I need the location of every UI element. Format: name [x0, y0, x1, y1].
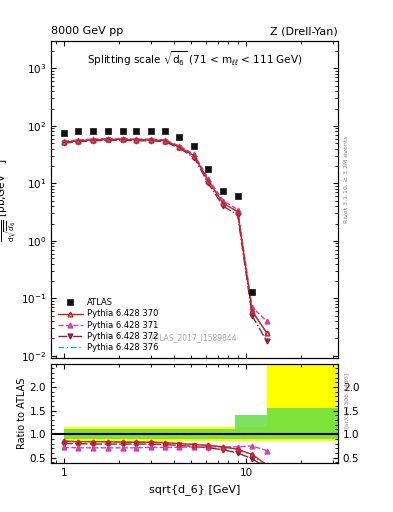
Pythia 6.428 372: [206, 180, 211, 186]
Pythia 6.428 376: [120, 136, 125, 142]
Pythia 6.428 371: [106, 136, 110, 142]
Pythia 6.428 371: [134, 136, 139, 142]
ATLAS: [120, 127, 125, 134]
Pythia 6.428 371: [192, 151, 196, 157]
Pythia 6.428 376: [264, 330, 269, 336]
Pythia 6.428 370: [62, 139, 66, 145]
Pythia 6.428 372: [106, 137, 110, 143]
Pythia 6.428 376: [91, 137, 95, 143]
Pythia 6.428 376: [177, 144, 182, 150]
Text: Splitting scale $\sqrt{\mathrm{d}_6}$ (71 < m$_{\ell\ell}$ < 111 GeV): Splitting scale $\sqrt{\mathrm{d}_6}$ (7…: [87, 49, 302, 68]
Pythia 6.428 372: [76, 139, 81, 145]
Pythia 6.428 371: [163, 137, 167, 143]
Pythia 6.428 372: [149, 138, 153, 144]
Text: [arXiv:1306.3436]: [arXiv:1306.3436]: [344, 371, 349, 428]
Pythia 6.428 376: [149, 137, 153, 143]
ATLAS: [163, 129, 167, 135]
Y-axis label: Ratio to ATLAS: Ratio to ATLAS: [17, 378, 27, 449]
Pythia 6.428 370: [206, 178, 211, 184]
ATLAS: [91, 127, 95, 134]
Pythia 6.428 370: [91, 137, 95, 143]
ATLAS: [177, 134, 182, 140]
Pythia 6.428 371: [62, 138, 66, 144]
Pythia 6.428 376: [163, 138, 167, 144]
Pythia 6.428 370: [76, 138, 81, 144]
Pythia 6.428 370: [250, 308, 254, 314]
Pythia 6.428 372: [192, 155, 196, 161]
Text: ATLAS_2017_I1589844: ATLAS_2017_I1589844: [151, 333, 238, 343]
Line: Pythia 6.428 371: Pythia 6.428 371: [62, 136, 269, 324]
Pythia 6.428 376: [192, 153, 196, 159]
Pythia 6.428 376: [76, 138, 81, 144]
ATLAS: [149, 127, 153, 134]
Pythia 6.428 371: [120, 136, 125, 142]
Pythia 6.428 376: [62, 139, 66, 145]
Line: ATLAS: ATLAS: [61, 127, 255, 295]
Pythia 6.428 371: [250, 304, 254, 310]
ATLAS: [76, 129, 81, 135]
Pythia 6.428 370: [235, 209, 240, 215]
Pythia 6.428 372: [177, 145, 182, 151]
Pythia 6.428 371: [177, 143, 182, 149]
Pythia 6.428 371: [235, 206, 240, 212]
Text: Rivet 3.1.10, ≥ 3.2M events: Rivet 3.1.10, ≥ 3.2M events: [344, 135, 349, 223]
Pythia 6.428 371: [91, 136, 95, 142]
Line: Pythia 6.428 372: Pythia 6.428 372: [62, 138, 269, 344]
Pythia 6.428 370: [192, 153, 196, 159]
Pythia 6.428 370: [120, 136, 125, 142]
Line: Pythia 6.428 370: Pythia 6.428 370: [62, 137, 269, 335]
Pythia 6.428 376: [134, 137, 139, 143]
Pythia 6.428 376: [221, 200, 226, 206]
Pythia 6.428 370: [163, 138, 167, 144]
Pythia 6.428 372: [221, 203, 226, 209]
X-axis label: sqrt{d_6} [GeV]: sqrt{d_6} [GeV]: [149, 484, 240, 495]
Pythia 6.428 372: [264, 338, 269, 344]
Pythia 6.428 372: [134, 138, 139, 144]
Pythia 6.428 370: [264, 330, 269, 336]
Pythia 6.428 376: [206, 178, 211, 184]
Pythia 6.428 370: [149, 137, 153, 143]
ATLAS: [192, 143, 196, 149]
ATLAS: [235, 193, 240, 199]
Pythia 6.428 372: [120, 137, 125, 143]
Pythia 6.428 376: [250, 308, 254, 314]
ATLAS: [106, 127, 110, 134]
Pythia 6.428 371: [264, 318, 269, 324]
Pythia 6.428 372: [250, 312, 254, 318]
ATLAS: [250, 289, 254, 295]
Pythia 6.428 370: [221, 200, 226, 206]
ATLAS: [134, 127, 139, 134]
Pythia 6.428 371: [221, 198, 226, 204]
ATLAS: [206, 165, 211, 172]
Pythia 6.428 372: [163, 139, 167, 145]
Pythia 6.428 371: [76, 137, 81, 143]
Pythia 6.428 376: [106, 136, 110, 142]
Pythia 6.428 371: [149, 136, 153, 142]
Pythia 6.428 370: [106, 136, 110, 142]
Pythia 6.428 372: [62, 140, 66, 146]
Pythia 6.428 370: [177, 144, 182, 150]
ATLAS: [221, 187, 226, 194]
ATLAS: [62, 130, 66, 136]
Text: Z (Drell-Yan): Z (Drell-Yan): [270, 26, 338, 36]
Pythia 6.428 376: [235, 209, 240, 215]
Line: Pythia 6.428 376: Pythia 6.428 376: [64, 139, 267, 333]
Legend: ATLAS, Pythia 6.428 370, Pythia 6.428 371, Pythia 6.428 372, Pythia 6.428 376: ATLAS, Pythia 6.428 370, Pythia 6.428 37…: [55, 296, 161, 354]
Pythia 6.428 372: [91, 138, 95, 144]
Text: 8000 GeV pp: 8000 GeV pp: [51, 26, 123, 36]
Pythia 6.428 371: [206, 176, 211, 182]
Pythia 6.428 370: [134, 137, 139, 143]
Pythia 6.428 372: [235, 212, 240, 218]
Y-axis label: $\frac{\mathrm{d}\sigma}{\mathrm{d}\sqrt{\overline{d_6}}}$ [pb,GeV$^{-1}$]: $\frac{\mathrm{d}\sigma}{\mathrm{d}\sqrt…: [0, 158, 18, 242]
